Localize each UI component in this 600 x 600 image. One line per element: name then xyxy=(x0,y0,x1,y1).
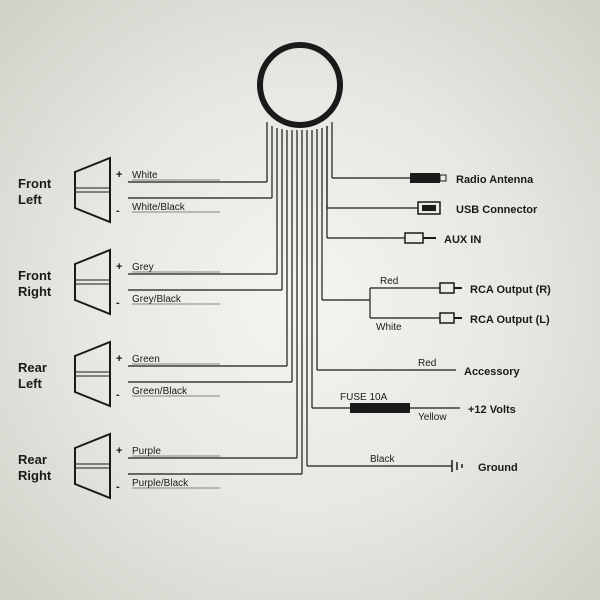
speaker-label: Front xyxy=(18,268,52,283)
speaker-label: Left xyxy=(18,192,43,207)
speaker-icon xyxy=(75,250,110,314)
svg-text:White/Black: White/Black xyxy=(132,202,186,213)
aux-connector-icon xyxy=(405,233,423,243)
svg-text:+: + xyxy=(116,353,122,365)
speaker-front-left: Front Left + - White White/Black xyxy=(18,158,272,222)
speaker-label: Left xyxy=(18,376,43,391)
rca-connector-icon xyxy=(440,283,454,293)
output-usb: USB Connector xyxy=(327,126,538,216)
svg-text:Red: Red xyxy=(380,276,398,287)
rca-connector-icon xyxy=(440,313,454,323)
svg-text:RCA Output (L): RCA Output (L) xyxy=(470,314,550,326)
svg-text:Accessory: Accessory xyxy=(464,366,521,378)
output-rca: Red RCA Output (R) White RCA Output (L) xyxy=(322,276,551,333)
output-12v: FUSE 10A Yellow +12 Volts xyxy=(312,392,516,423)
svg-text:Red: Red xyxy=(418,358,436,369)
svg-text:+: + xyxy=(116,261,122,273)
svg-text:White: White xyxy=(132,170,158,181)
svg-text:Grey: Grey xyxy=(132,262,154,273)
output-accessory: Red Accessory xyxy=(317,358,521,378)
wire-bundle xyxy=(267,122,332,474)
svg-text:-: - xyxy=(116,481,120,493)
svg-text:+: + xyxy=(116,169,122,181)
speaker-rear-left: Rear Left + - Green Green/Black xyxy=(18,342,292,406)
speaker-label: Front xyxy=(18,176,52,191)
speaker-icon xyxy=(75,158,110,222)
svg-text:-: - xyxy=(116,205,120,217)
svg-text:USB Connector: USB Connector xyxy=(456,204,538,216)
output-aux: AUX IN xyxy=(327,233,481,246)
svg-text:+: + xyxy=(116,445,122,457)
output-ground: Black Ground xyxy=(307,454,518,474)
svg-text:Green: Green xyxy=(132,354,160,365)
svg-text:Grey/Black: Grey/Black xyxy=(132,294,182,305)
speaker-front-right: Front Right + - Grey Grey/Black xyxy=(18,250,282,314)
antenna-connector-icon xyxy=(410,173,440,183)
svg-text:Purple/Black: Purple/Black xyxy=(132,478,189,489)
speaker-label: Rear xyxy=(18,360,47,375)
speaker-label: Right xyxy=(18,468,52,483)
ground-icon xyxy=(452,460,462,472)
svg-text:Black: Black xyxy=(370,454,395,465)
svg-text:Yellow: Yellow xyxy=(418,412,447,423)
svg-text:Ground: Ground xyxy=(478,462,518,474)
svg-text:White: White xyxy=(376,322,402,333)
speaker-label: Rear xyxy=(18,452,47,467)
speaker-rear-right: Rear Right + - Purple Purple/Black xyxy=(18,434,302,498)
svg-text:FUSE 10A: FUSE 10A xyxy=(340,392,388,403)
fuse-icon xyxy=(350,403,410,413)
svg-text:Green/Black: Green/Black xyxy=(132,386,188,397)
svg-text:AUX IN: AUX IN xyxy=(444,234,481,246)
svg-text:Purple: Purple xyxy=(132,446,161,457)
speaker-icon xyxy=(75,434,110,498)
harness-ring xyxy=(260,45,340,125)
svg-text:-: - xyxy=(116,389,120,401)
wiring-diagram-svg: Front Left + - White White/Black Front R… xyxy=(0,0,600,600)
speaker-icon xyxy=(75,342,110,406)
svg-text:Radio Antenna: Radio Antenna xyxy=(456,174,534,186)
output-radio-antenna: Radio Antenna xyxy=(332,173,534,186)
svg-text:+12 Volts: +12 Volts xyxy=(468,404,516,416)
svg-text:RCA Output (R): RCA Output (R) xyxy=(470,284,551,296)
speaker-label: Right xyxy=(18,284,52,299)
svg-text:-: - xyxy=(116,297,120,309)
